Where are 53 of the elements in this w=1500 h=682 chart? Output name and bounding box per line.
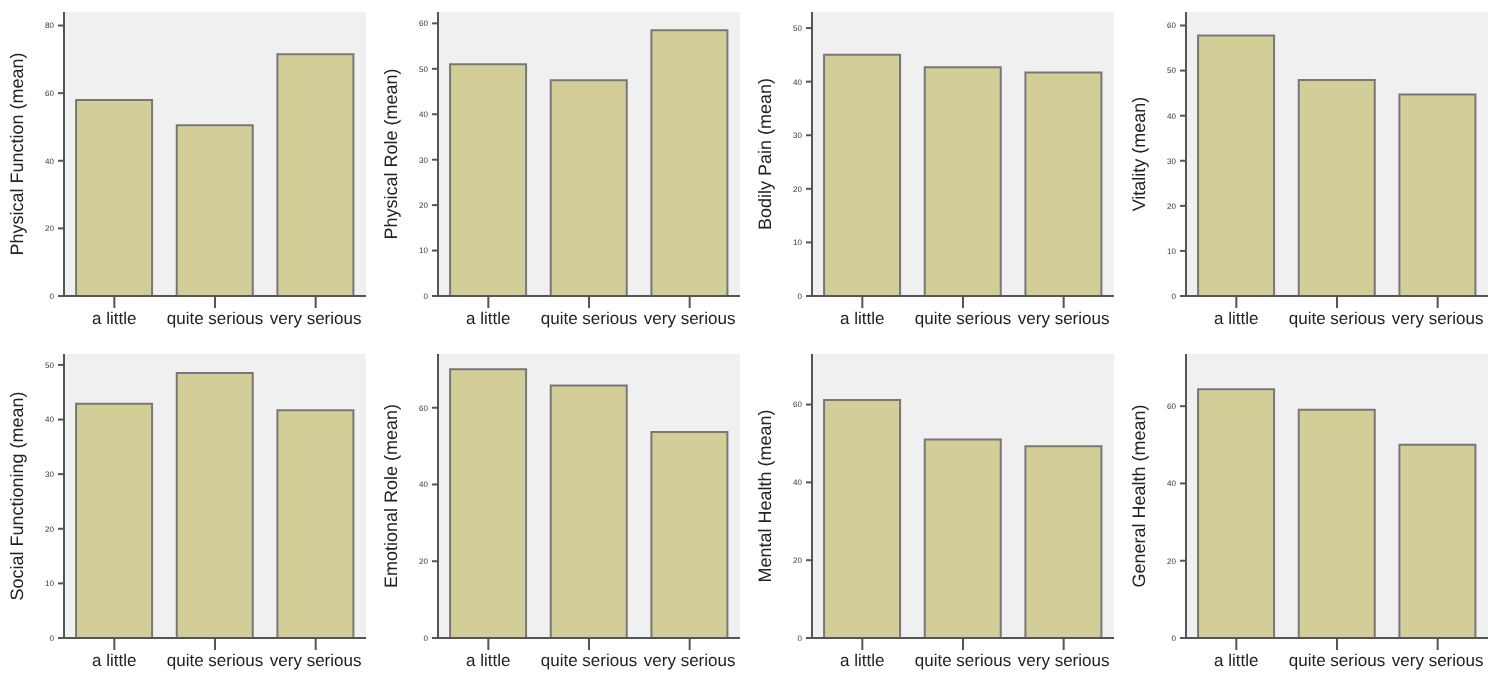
x-tick-label: a little xyxy=(92,308,138,329)
x-tick-label: quite serious xyxy=(1288,308,1386,329)
bar xyxy=(1297,79,1376,296)
x-tick-label: very serious xyxy=(269,649,362,670)
y-axis-title: Physical Role (mean) xyxy=(380,68,401,240)
bar xyxy=(276,408,355,637)
bar xyxy=(1197,387,1276,637)
x-tick-label: quite serious xyxy=(540,649,638,670)
bar xyxy=(650,429,729,637)
x-tick-label: very serious xyxy=(643,308,736,329)
x-tick-label: a little xyxy=(1214,649,1260,670)
bar xyxy=(175,371,254,637)
bar xyxy=(1398,442,1477,637)
x-tick-label: quite serious xyxy=(914,649,1012,670)
bar xyxy=(449,367,528,637)
x-tick-label: very serious xyxy=(643,649,736,670)
x-tick-label: a little xyxy=(92,649,138,670)
bar xyxy=(823,397,902,637)
bar xyxy=(449,63,528,296)
bar xyxy=(1197,34,1276,296)
y-axis-title: Vitality (mean) xyxy=(1128,96,1149,212)
x-tick-label: a little xyxy=(1214,308,1260,329)
x-tick-label: very serious xyxy=(1017,649,1110,670)
x-tick-label: very serious xyxy=(1391,649,1484,670)
bar xyxy=(75,401,154,637)
x-tick-label: quite serious xyxy=(166,649,264,670)
bar xyxy=(650,29,729,296)
x-tick-label: a little xyxy=(466,649,512,670)
bar xyxy=(1398,93,1477,296)
bar xyxy=(175,124,254,296)
bar xyxy=(1024,444,1103,637)
bar xyxy=(75,98,154,296)
y-axis-title: Mental Health (mean) xyxy=(754,408,775,582)
x-tick-label: very serious xyxy=(1017,308,1110,329)
y-axis-title: Social Functioning (mean) xyxy=(6,390,27,600)
x-tick-label: very serious xyxy=(269,308,362,329)
x-tick-label: quite serious xyxy=(540,308,638,329)
bar xyxy=(549,79,628,296)
y-axis-title: General Health (mean) xyxy=(1128,403,1149,587)
x-tick-label: a little xyxy=(840,649,886,670)
bar xyxy=(1297,407,1376,637)
y-axis-title: Emotional Role (mean) xyxy=(380,402,401,588)
bar xyxy=(549,383,628,637)
bar xyxy=(276,53,355,296)
x-tick-label: a little xyxy=(466,308,512,329)
x-tick-label: very serious xyxy=(1391,308,1484,329)
bar xyxy=(923,437,1002,637)
x-tick-label: quite serious xyxy=(166,308,264,329)
x-tick-label: quite serious xyxy=(1288,649,1386,670)
x-tick-label: a little xyxy=(840,308,886,329)
y-axis-title: Physical Function (mean) xyxy=(6,52,27,256)
y-axis-title: Bodily Pain (mean) xyxy=(754,77,775,231)
x-tick-label: quite serious xyxy=(914,308,1012,329)
